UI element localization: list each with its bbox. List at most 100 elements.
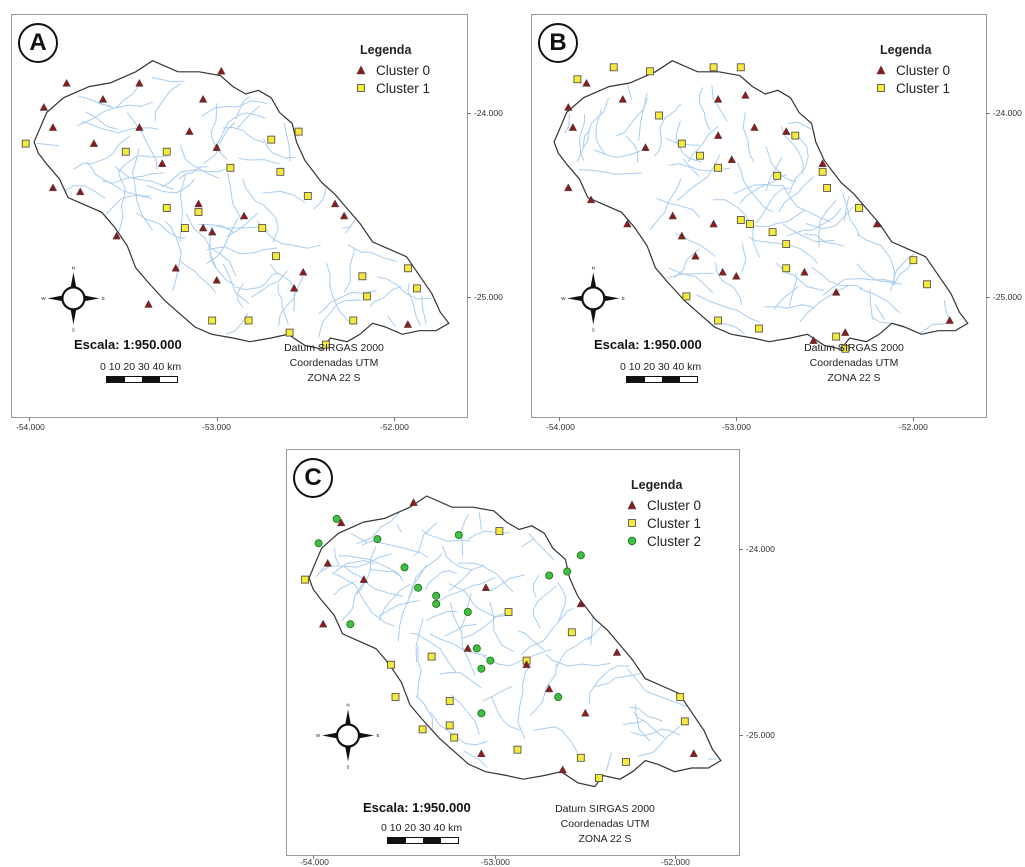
cluster-1-point bbox=[513, 745, 522, 754]
svg-text:N: N bbox=[592, 265, 595, 270]
cluster-0-point bbox=[323, 558, 332, 567]
cluster-0-point bbox=[623, 219, 632, 228]
datum-note: Datum SIRGAS 2000 Coordenadas UTM ZONA 2… bbox=[274, 341, 394, 386]
cluster-0-point bbox=[135, 78, 144, 87]
cluster-0-point bbox=[713, 94, 723, 103]
svg-text:S: S bbox=[592, 327, 595, 332]
cluster-1-point bbox=[736, 63, 745, 72]
cluster-0-point bbox=[831, 287, 841, 296]
panel-label-c: C bbox=[293, 458, 333, 498]
lat-label: -25.000 bbox=[746, 730, 775, 740]
legend-title: Legenda bbox=[360, 43, 412, 57]
lon-label: -54.000 bbox=[546, 422, 575, 432]
basin-map-a: N S W E bbox=[21, 60, 450, 350]
cluster-1-point bbox=[162, 147, 171, 156]
lon-tick bbox=[559, 417, 560, 421]
cluster-1-point bbox=[412, 284, 421, 293]
cluster-0-point bbox=[198, 94, 208, 103]
cluster-0-point bbox=[157, 159, 167, 167]
legend-a: Legenda Cluster 0 Cluster 1 bbox=[352, 43, 430, 97]
cluster-1-point bbox=[782, 264, 791, 273]
square-icon bbox=[623, 517, 641, 529]
scale-title: Escala: 1:950.000 bbox=[363, 800, 471, 815]
legend-item-cluster-2: Cluster 2 bbox=[623, 532, 701, 550]
cluster-0-point bbox=[522, 660, 531, 668]
cluster-1-point bbox=[655, 111, 663, 120]
cluster-0-point bbox=[677, 231, 687, 240]
legend-item-cluster-1: Cluster 1 bbox=[623, 514, 701, 532]
river-network bbox=[564, 83, 954, 335]
cluster-0-point bbox=[48, 183, 58, 192]
lat-label: -24.000 bbox=[993, 108, 1022, 118]
cluster-0-point bbox=[872, 219, 882, 228]
cluster-1-point bbox=[823, 183, 832, 192]
compass-rose-icon: N S W E bbox=[316, 703, 380, 770]
cluster-1-point bbox=[609, 63, 618, 72]
panel-label-b: B bbox=[538, 23, 578, 63]
cluster-0-point bbox=[818, 159, 827, 167]
cluster-0-point bbox=[403, 320, 413, 328]
svg-text:E: E bbox=[377, 733, 380, 738]
cluster-1-point bbox=[349, 316, 358, 325]
cluster-1-point bbox=[594, 774, 603, 783]
cluster-0-point bbox=[135, 123, 144, 131]
svg-text:S: S bbox=[72, 327, 75, 332]
datum-line: ZONA 22 S bbox=[578, 833, 632, 845]
cluster-0-point bbox=[298, 267, 308, 276]
cluster-2-point bbox=[432, 599, 441, 608]
cluster-1-point bbox=[208, 316, 217, 325]
basin-outline bbox=[553, 60, 969, 350]
cluster-1-point bbox=[573, 75, 582, 84]
lat-tick bbox=[986, 113, 990, 114]
cluster-1-point bbox=[745, 220, 754, 228]
legend-label: Cluster 2 bbox=[647, 533, 702, 549]
cluster-1-point bbox=[768, 228, 777, 237]
cluster-0-point bbox=[641, 143, 650, 151]
legend-label: Cluster 0 bbox=[647, 497, 702, 513]
cluster-0-point bbox=[727, 155, 736, 163]
cluster-2-point bbox=[477, 664, 486, 673]
cluster-1-point bbox=[391, 693, 400, 701]
cluster-0-point bbox=[48, 123, 58, 131]
cluster-0-point bbox=[463, 643, 473, 652]
lon-label: -54.000 bbox=[300, 857, 329, 867]
cluster-1-point bbox=[445, 697, 454, 706]
cluster-0-point bbox=[289, 283, 299, 292]
lat-tick bbox=[467, 297, 471, 298]
cluster-2-point bbox=[432, 591, 441, 600]
cluster-2-point bbox=[472, 644, 481, 653]
datum-note: Datum SIRGAS 2000 Coordenadas UTM ZONA 2… bbox=[545, 802, 665, 847]
cluster-0-point bbox=[337, 518, 346, 527]
cluster-0-point bbox=[741, 90, 750, 99]
cluster-1-point bbox=[194, 208, 203, 216]
datum-line: Coordenadas UTM bbox=[289, 357, 379, 369]
cluster-1-point bbox=[676, 693, 685, 701]
triangle-icon bbox=[623, 499, 641, 511]
cluster-0-point bbox=[558, 765, 567, 774]
cluster-1-point bbox=[403, 264, 412, 273]
cluster-1-point bbox=[271, 252, 280, 261]
circle-icon bbox=[623, 535, 641, 547]
cluster-2-point bbox=[486, 656, 495, 665]
cluster-1-point bbox=[696, 151, 704, 160]
cluster-0-point bbox=[668, 211, 677, 220]
lon-label: -53.000 bbox=[202, 422, 231, 432]
cluster-0-point bbox=[581, 708, 590, 717]
legend-b: Legenda Cluster 0 Cluster 1 bbox=[872, 43, 950, 97]
cluster-1-point bbox=[854, 204, 863, 212]
cluster-1-point bbox=[677, 139, 686, 148]
svg-text:W: W bbox=[561, 296, 566, 301]
cluster-2-point bbox=[576, 551, 585, 560]
map-panel-a: N S W E A Legenda Cluster 0 Cluster 1 Escal… bbox=[11, 14, 503, 432]
lon-label: -54.000 bbox=[16, 422, 45, 432]
scale-title: Escala: 1:950.000 bbox=[74, 337, 182, 352]
cluster-0-point bbox=[339, 211, 349, 220]
cluster-0-point bbox=[409, 498, 418, 506]
scale-title: Escala: 1:950.000 bbox=[594, 337, 702, 352]
cluster-2-point bbox=[346, 620, 355, 629]
cluster-2-point bbox=[545, 571, 554, 580]
lon-label: -52.000 bbox=[661, 857, 690, 867]
cluster-2-point bbox=[332, 514, 341, 523]
cluster-1-point bbox=[21, 139, 30, 148]
cluster-0-point bbox=[330, 199, 340, 208]
